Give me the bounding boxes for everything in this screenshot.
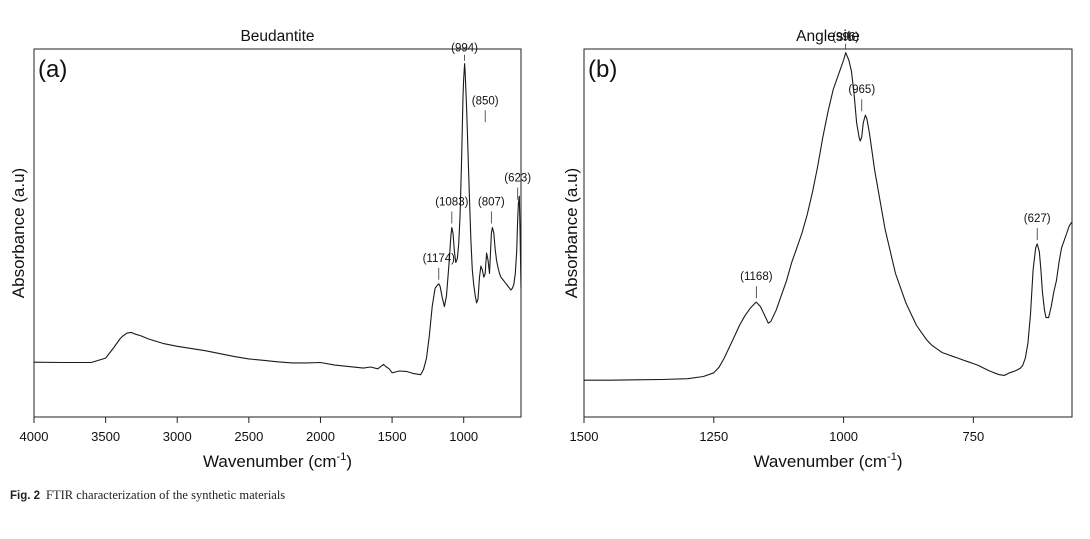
panel-a-title: Beudantite — [240, 28, 314, 45]
panel-a-plot-frame — [33, 48, 522, 418]
panel-a-x-axis-label: Wavenumber (cm-1) — [203, 451, 352, 471]
panel-b-peak-label: (996) — [832, 32, 859, 44]
panel-b-x-tick-label: 1500 — [570, 429, 599, 444]
panel-b-x-axis-label: Wavenumber (cm-1) — [754, 451, 903, 471]
figure-caption-label: Fig. 2 — [10, 490, 41, 502]
panel-a-y-axis-label: Absorbance (a.u) — [9, 168, 28, 298]
panel-a-x-tick-label: 3500 — [91, 429, 120, 444]
panel-a-peak-label: (850) — [472, 95, 499, 107]
panel-b-panel-label: (b) — [588, 56, 617, 83]
panel-b-x-tick-label: 1000 — [829, 429, 858, 444]
panel-a-x-tick-label: 3000 — [163, 429, 192, 444]
panel-b-plot-frame — [583, 48, 1073, 418]
figure-caption-text: FTIR characterization of the synthetic m… — [46, 488, 286, 502]
panel-b-y-axis-label: Absorbance (a.u) — [562, 168, 581, 298]
panel-a-peak-label: (1174) — [423, 253, 456, 265]
panel-b-spectrum-line — [584, 52, 1073, 381]
panel-a-peak-label: (994) — [451, 43, 478, 55]
panel-a-peak-label: (807) — [478, 196, 505, 208]
panel-a-x-tick-label: 4000 — [20, 429, 49, 444]
panel-b-x-tick-label: 750 — [963, 429, 985, 444]
panel-b-peak-label: (965) — [848, 84, 875, 96]
panel-a-peak-label: (1083) — [435, 196, 468, 208]
panel-a-spectrum-line — [33, 63, 522, 376]
panel-b-peak-label: (1168) — [740, 271, 773, 283]
figure-caption: Fig. 2 FTIR characterization of the synth… — [10, 488, 285, 503]
panel-a-panel-label: (a) — [38, 56, 67, 83]
panel-a-x-tick-label: 1000 — [449, 429, 478, 444]
panel-b-peak-label: (627) — [1024, 213, 1051, 225]
panel-a-peak-label: (623) — [504, 173, 531, 185]
panel-b-x-tick-label: 1250 — [699, 429, 728, 444]
panel-b-title: Anglesite — [796, 28, 860, 45]
panel-a-x-tick-label: 2000 — [306, 429, 335, 444]
panel-a-x-tick-label: 2500 — [234, 429, 263, 444]
panel-a-x-tick-label: 1500 — [378, 429, 407, 444]
